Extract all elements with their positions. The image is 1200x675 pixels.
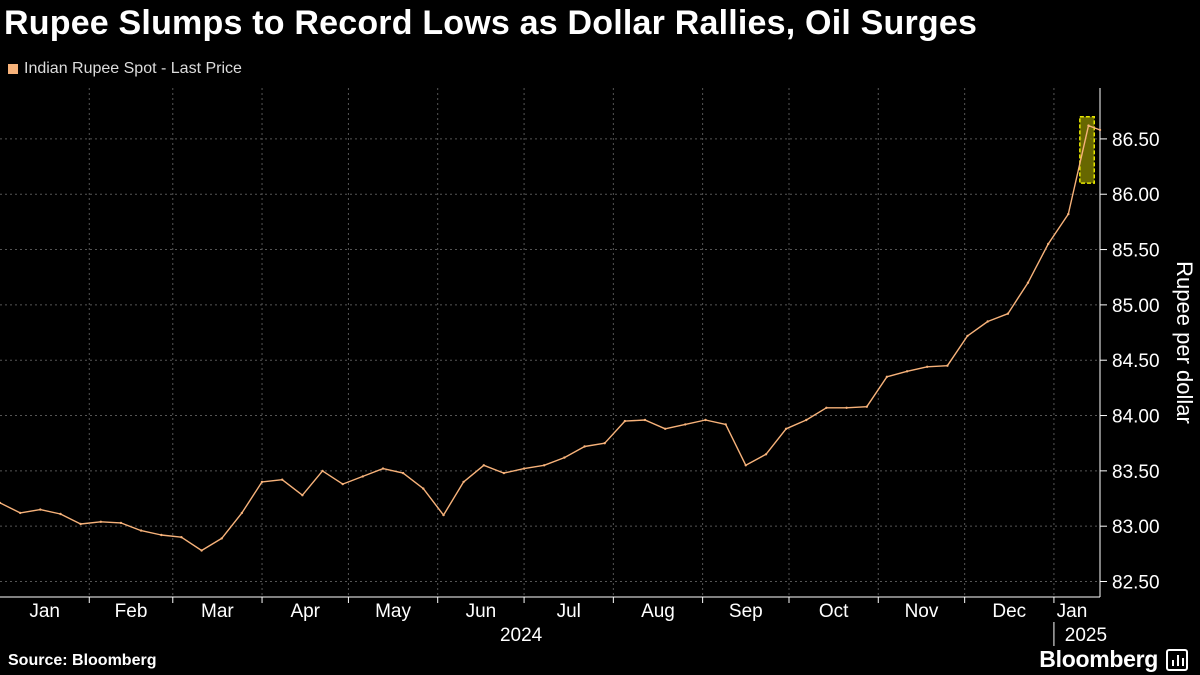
y-tick-label: 86.50 bbox=[1112, 130, 1160, 151]
x-tick-label: Jul bbox=[557, 601, 581, 622]
data-point bbox=[946, 364, 949, 367]
data-point bbox=[1087, 124, 1090, 127]
data-point bbox=[684, 423, 687, 426]
data-point bbox=[79, 522, 82, 526]
x-year-label: 2025 bbox=[1065, 625, 1107, 646]
chart-title: Rupee Slumps to Record Lows as Dollar Ra… bbox=[4, 4, 978, 42]
data-point bbox=[643, 418, 647, 422]
y-tick-label: 82.50 bbox=[1112, 573, 1160, 594]
x-tick-label: Jan bbox=[29, 601, 60, 622]
source-note: Source: Bloomberg bbox=[8, 652, 157, 669]
legend-swatch bbox=[8, 64, 18, 74]
x-tick-label: Feb bbox=[115, 601, 148, 622]
data-point bbox=[482, 464, 485, 467]
highlight-box bbox=[1079, 116, 1095, 184]
x-tick-label: Jan bbox=[1057, 601, 1088, 622]
data-point bbox=[563, 456, 566, 459]
x-tick-label: Apr bbox=[290, 601, 320, 622]
data-point bbox=[180, 536, 183, 539]
data-point bbox=[986, 320, 989, 323]
data-point bbox=[39, 508, 42, 511]
y-tick-label: 83.50 bbox=[1112, 462, 1160, 483]
x-tick-label: Mar bbox=[201, 601, 234, 622]
x-year-label: 2024 bbox=[500, 625, 543, 646]
data-point bbox=[865, 405, 868, 408]
data-point bbox=[401, 471, 405, 475]
x-tick-label: Jun bbox=[466, 601, 497, 622]
data-point bbox=[220, 537, 223, 540]
data-point bbox=[381, 467, 385, 470]
data-point bbox=[805, 418, 808, 422]
y-tick-label: 85.00 bbox=[1112, 296, 1160, 317]
data-point bbox=[966, 334, 969, 338]
y-tick-label: 86.00 bbox=[1112, 185, 1160, 206]
data-point bbox=[603, 442, 606, 445]
x-tick-label: Oct bbox=[819, 601, 849, 622]
data-point bbox=[240, 511, 244, 515]
data-point bbox=[845, 406, 848, 409]
x-tick-label: Dec bbox=[992, 601, 1026, 622]
data-point bbox=[583, 445, 586, 448]
data-point bbox=[341, 482, 344, 486]
y-tick-label: 84.50 bbox=[1112, 351, 1160, 372]
data-point bbox=[1026, 281, 1030, 284]
data-point bbox=[623, 419, 627, 423]
data-point bbox=[1006, 312, 1010, 315]
brand-text: Bloomberg bbox=[1039, 646, 1158, 672]
bloomberg-logo: Bloomberg bbox=[1039, 646, 1188, 673]
data-point bbox=[724, 423, 727, 426]
data-point bbox=[1098, 128, 1102, 132]
data-point bbox=[281, 478, 284, 481]
bar-chart-icon bbox=[1166, 648, 1188, 671]
data-point bbox=[442, 513, 445, 517]
data-point bbox=[139, 529, 143, 532]
data-point bbox=[0, 501, 2, 505]
x-tick-label: Nov bbox=[905, 601, 939, 622]
data-point bbox=[664, 427, 667, 430]
x-tick-label: May bbox=[375, 601, 411, 622]
data-point bbox=[885, 375, 889, 378]
y-axis-title: Rupee per dollar bbox=[1172, 261, 1197, 424]
data-point bbox=[784, 427, 788, 430]
x-tick-label: Aug bbox=[641, 601, 675, 622]
data-point bbox=[522, 467, 526, 470]
data-point bbox=[744, 464, 747, 467]
data-point bbox=[502, 471, 506, 475]
data-point bbox=[361, 475, 364, 478]
data-point bbox=[119, 521, 123, 525]
data-point bbox=[19, 511, 22, 515]
data-point bbox=[704, 418, 707, 422]
data-point bbox=[99, 520, 103, 523]
data-point bbox=[462, 480, 465, 484]
legend-label: Indian Rupee Spot - Last Price bbox=[24, 60, 242, 77]
data-point bbox=[422, 487, 425, 490]
data-point bbox=[905, 370, 909, 373]
x-tick-label: Sep bbox=[729, 601, 763, 622]
data-point bbox=[321, 469, 324, 473]
y-tick-label: 84.00 bbox=[1112, 407, 1160, 428]
data-point bbox=[59, 512, 62, 516]
data-point bbox=[200, 549, 203, 552]
data-point bbox=[926, 365, 929, 368]
data-point bbox=[160, 533, 163, 537]
data-point bbox=[764, 453, 768, 456]
y-tick-label: 83.00 bbox=[1112, 517, 1160, 538]
data-point bbox=[1067, 212, 1070, 216]
series-line bbox=[0, 124, 1101, 552]
data-point bbox=[1047, 242, 1050, 246]
y-tick-label: 85.50 bbox=[1112, 241, 1160, 262]
data-point bbox=[260, 480, 264, 484]
data-point bbox=[543, 464, 546, 467]
data-point bbox=[825, 406, 828, 409]
data-point bbox=[301, 494, 304, 497]
legend: Indian Rupee Spot - Last Price bbox=[8, 60, 242, 78]
